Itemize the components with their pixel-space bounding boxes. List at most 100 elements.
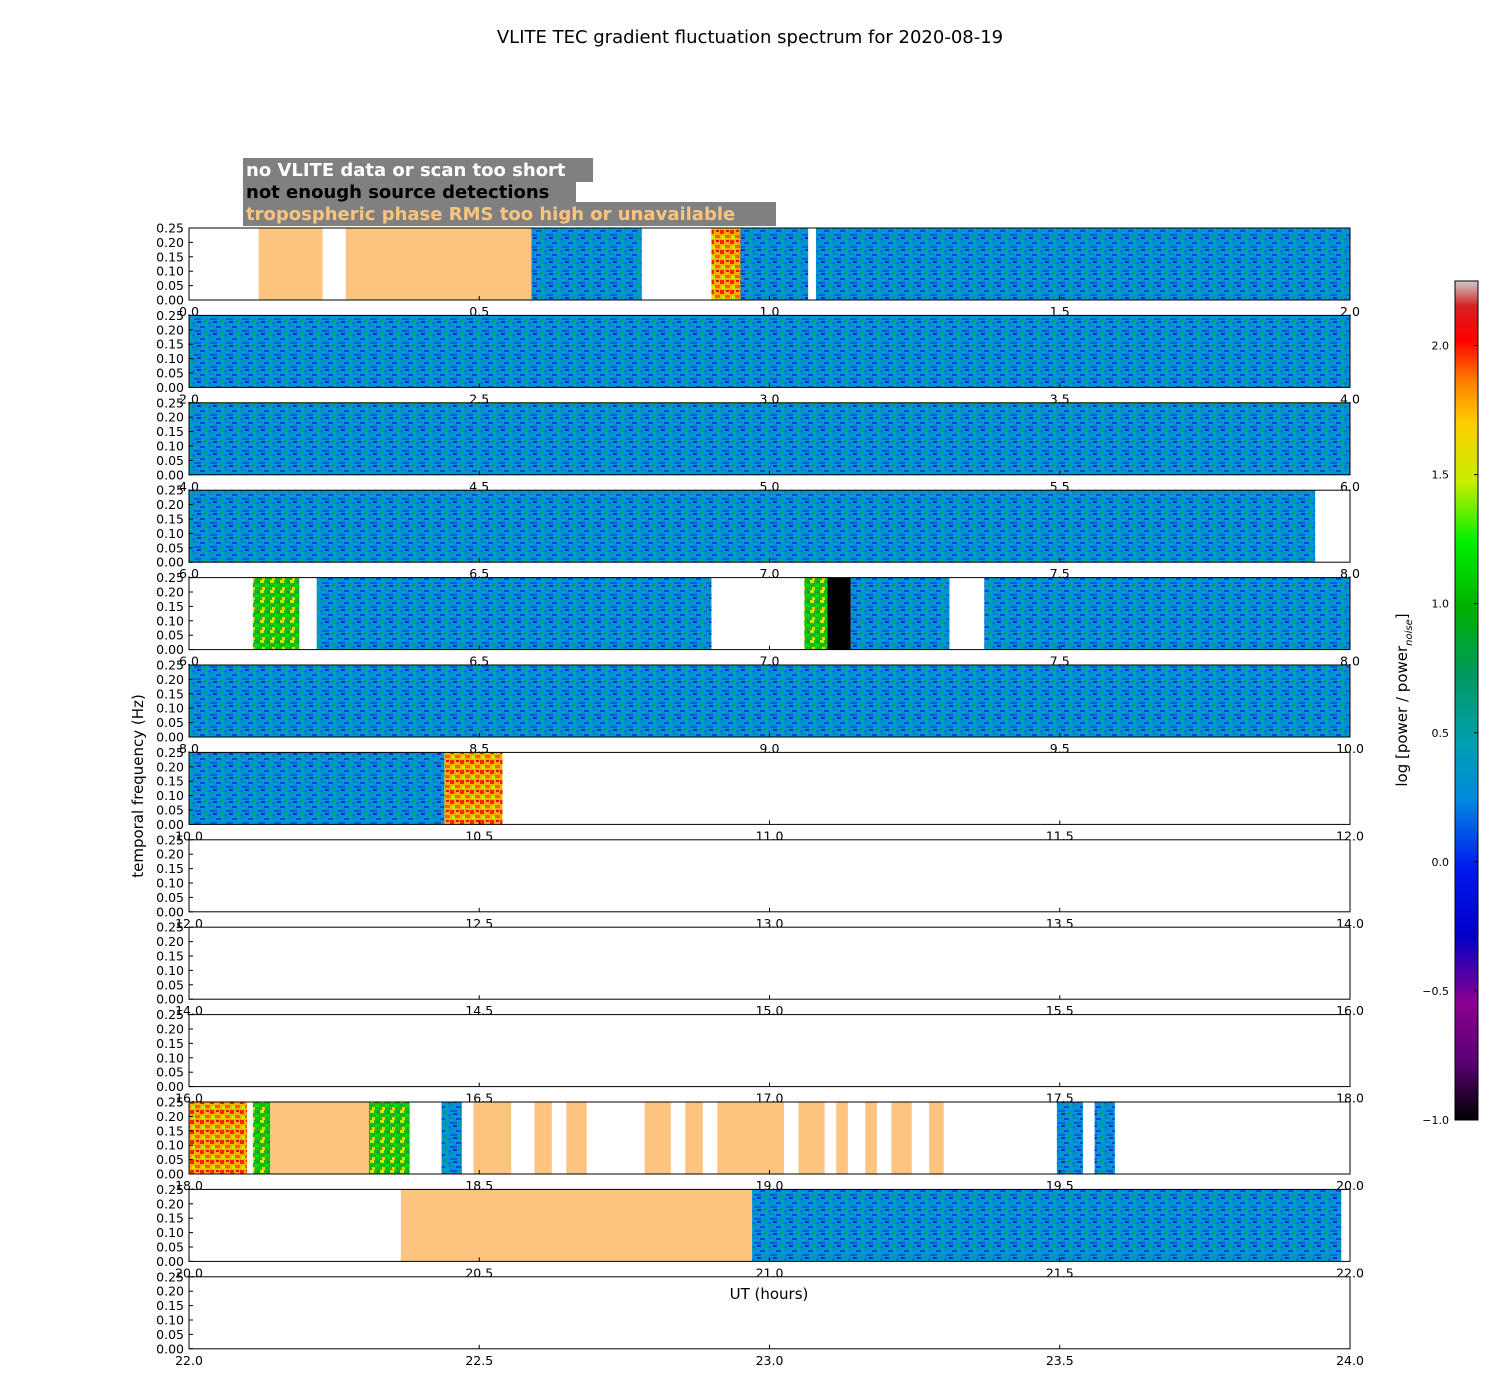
y-tick-label: 0.25	[156, 832, 184, 847]
y-tick-label: 0.25	[156, 1269, 184, 1284]
segment-warm	[804, 577, 828, 650]
segment-data	[815, 228, 1350, 300]
segment-data	[189, 665, 1350, 737]
y-tick-label: 0.10	[156, 1313, 184, 1328]
x-tick-label: 23.0	[756, 1353, 784, 1368]
y-tick-label: 0.20	[156, 235, 184, 250]
y-tick-label: 0.15	[156, 1036, 184, 1051]
y-tick-label: 0.20	[156, 322, 184, 337]
y-tick-label: 0.25	[156, 1095, 184, 1110]
segment-tropo	[685, 1102, 703, 1174]
y-tick-label: 0.25	[156, 920, 184, 935]
legend-tropospheric: tropospheric phase RMS too high or unava…	[246, 204, 735, 225]
y-tick-label: 0.05	[156, 278, 184, 293]
y-tick-label: 0.05	[156, 1065, 184, 1080]
y-tick-label: 0.15	[156, 1123, 184, 1138]
panel-background	[189, 1276, 1350, 1349]
y-tick-label: 0.00	[156, 555, 184, 570]
y-tick-label: 0.00	[156, 1167, 184, 1182]
segment-data	[189, 402, 1350, 475]
y-tick-label: 0.15	[156, 337, 184, 352]
y-tick-label: 0.20	[156, 410, 184, 425]
segment-tropo	[400, 1189, 753, 1262]
segment-data	[752, 1189, 1342, 1262]
y-tick-label: 0.20	[156, 1109, 184, 1124]
y-tick-label: 0.15	[156, 599, 184, 614]
y-tick-label: 0.00	[156, 642, 184, 657]
panel-3: 0.000.050.100.150.200.254.0 4.5 5.0 5.5 6.0	[156, 395, 1360, 494]
y-tick-label: 0.15	[156, 1211, 184, 1226]
panel-background	[189, 839, 1350, 912]
y-tick-label: 0.00	[156, 1079, 184, 1094]
colorbar-tick-label: 2.0	[1432, 340, 1450, 353]
segment-tropo	[717, 1102, 785, 1174]
y-tick-label: 0.00	[156, 467, 184, 482]
x-tick-label: 22.5	[465, 1353, 493, 1368]
segment-data	[189, 315, 1350, 388]
x-tick-label: 23.5	[1046, 1353, 1074, 1368]
segment-hot	[444, 752, 503, 825]
y-tick-label: 0.25	[156, 483, 184, 498]
segment-data	[850, 577, 950, 650]
y-tick-label: 0.00	[156, 293, 184, 308]
y-tick-label: 0.05	[156, 366, 184, 381]
y-tick-label: 0.20	[156, 759, 184, 774]
y-tick-label: 0.10	[156, 264, 184, 279]
x-axis-label: UT (hours)	[730, 1285, 809, 1303]
segment-tropo	[644, 1102, 671, 1174]
colorbar-tick-label: −1.0	[1422, 1114, 1449, 1127]
y-tick-label: 0.00	[156, 1254, 184, 1269]
segment-nodetect	[827, 577, 851, 650]
y-tick-label: 0.25	[156, 570, 184, 585]
colorbar: −1.0 −0.5 0.0 0.5 1.0 1.5 2.0 log [power / pow…	[1393, 280, 1479, 1127]
segment-data	[984, 577, 1350, 650]
y-tick-label: 0.20	[156, 847, 184, 862]
y-tick-label: 0.05	[156, 715, 184, 730]
segment-data	[531, 228, 642, 300]
y-tick-label: 0.25	[156, 308, 184, 323]
y-tick-label: 0.05	[156, 453, 184, 468]
segment-tropo	[270, 1102, 369, 1174]
y-tick-label: 0.25	[156, 221, 184, 236]
segment-data	[740, 228, 811, 300]
y-tick-label: 0.05	[156, 540, 184, 555]
segment-gap	[808, 228, 813, 300]
y-tick-label: 0.25	[156, 395, 184, 410]
legend-no-data: no VLITE data or scan too short	[246, 160, 566, 181]
y-tick-label: 0.15	[156, 686, 184, 701]
y-tick-label: 0.15	[156, 861, 184, 876]
y-tick-label: 0.10	[156, 701, 184, 716]
y-tick-label: 0.00	[156, 380, 184, 395]
colorbar-tick-label: −0.5	[1422, 985, 1449, 998]
y-tick-label: 0.10	[156, 351, 184, 366]
colorbar-tick-label: 0.5	[1432, 727, 1450, 740]
y-tick-label: 0.00	[156, 992, 184, 1007]
y-tick-label: 0.20	[156, 934, 184, 949]
segment-tropo	[345, 228, 532, 300]
y-tick-label: 0.15	[156, 1298, 184, 1313]
panel-background	[189, 927, 1350, 1000]
y-tick-label: 0.05	[156, 1152, 184, 1167]
y-tick-label: 0.15	[156, 249, 184, 264]
segment-tropo	[865, 1102, 877, 1174]
y-tick-label: 0.10	[156, 963, 184, 978]
y-tick-label: 0.15	[156, 512, 184, 527]
segment-hot	[189, 1102, 248, 1174]
panel-2: 0.000.050.100.150.200.252.0 2.5 3.0 3.5 4.0	[156, 308, 1360, 407]
legend-row-3-bg	[243, 202, 776, 226]
y-tick-label: 0.00	[156, 904, 184, 919]
segment-tropo	[798, 1102, 825, 1174]
y-tick-label: 0.20	[156, 672, 184, 687]
segment-hot	[711, 228, 741, 300]
colorbar-gradient	[1454, 280, 1479, 1121]
colorbar-label: log [power / powernoise]	[1393, 613, 1415, 786]
segment-warm	[252, 1102, 271, 1174]
legend: no VLITE data or scan too short not enou…	[243, 158, 776, 226]
colorbar-tick-label: 0.0	[1432, 856, 1450, 869]
segment-warm	[368, 1102, 410, 1174]
